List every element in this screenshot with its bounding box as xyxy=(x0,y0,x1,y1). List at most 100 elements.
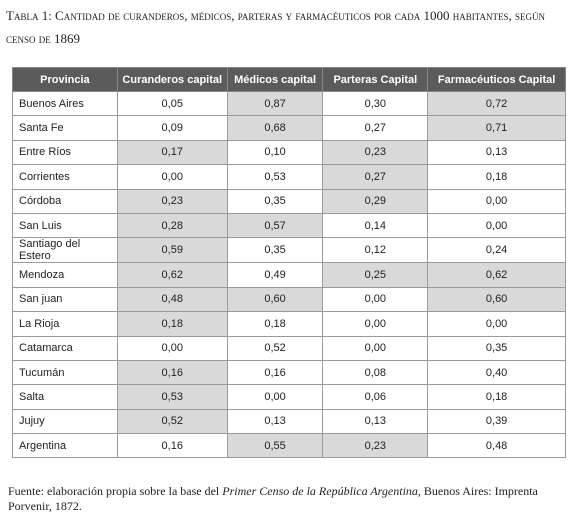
cell: 0,23 xyxy=(322,433,429,459)
cell: 0,48 xyxy=(116,286,228,313)
row-label: Buenos Aires xyxy=(12,90,118,117)
cell: 0,62 xyxy=(116,262,228,288)
cell: 0,59 xyxy=(116,237,228,264)
cell: 0,40 xyxy=(427,359,566,386)
cell: 0,30 xyxy=(322,90,429,117)
column-header: Médicos capital xyxy=(226,67,324,92)
row-label: Córdoba xyxy=(12,188,118,214)
cell: 0,18 xyxy=(226,311,324,337)
cell: 0,27 xyxy=(322,164,429,190)
cell: 0,53 xyxy=(116,384,228,410)
cell: 0,24 xyxy=(427,237,566,264)
cell: 0,62 xyxy=(427,262,566,288)
cell: 0,71 xyxy=(427,115,566,141)
cell: 0,09 xyxy=(116,115,228,141)
row-label: San Luis xyxy=(12,212,118,239)
data-table: Provincia Curanderos capital Médicos capit… xyxy=(12,67,566,459)
column-header: Curanderos capital xyxy=(116,67,228,92)
row-label: Mendoza xyxy=(12,262,118,288)
cell: 0,60 xyxy=(427,286,566,313)
table-row: Entre Ríos 0,17 0,10 0,23 0,13 xyxy=(12,139,566,166)
row-label: Argentina xyxy=(12,433,118,459)
row-label: Catamarca xyxy=(12,335,118,361)
cell: 0,13 xyxy=(322,408,429,435)
cell: 0,00 xyxy=(116,335,228,361)
column-header: Farmacéuticos Capital xyxy=(427,67,566,92)
cell: 0,18 xyxy=(427,384,566,410)
cell: 0,35 xyxy=(427,335,566,361)
cell: 0,00 xyxy=(427,212,566,239)
cell: 0,27 xyxy=(322,115,429,141)
cell: 0,23 xyxy=(116,188,228,214)
cell: 0,10 xyxy=(226,139,324,166)
table-row: La Rioja 0,18 0,18 0,00 0,00 xyxy=(12,311,566,337)
row-label: Entre Ríos xyxy=(12,139,118,166)
cell: 0,53 xyxy=(226,164,324,190)
cell: 0,00 xyxy=(322,311,429,337)
table-title: Tabla 1: Cantidad de curanderos, médicos… xyxy=(6,8,545,46)
column-header: Provincia xyxy=(12,67,118,92)
cell: 0,18 xyxy=(427,164,566,190)
cell: 0,29 xyxy=(322,188,429,214)
row-label: La Rioja xyxy=(12,311,118,337)
table-row: Tucumán 0,16 0,16 0,08 0,40 xyxy=(12,359,566,386)
table-row: Santa Fe 0,09 0,68 0,27 0,71 xyxy=(12,115,566,141)
cell: 0,16 xyxy=(116,359,228,386)
cell: 0,57 xyxy=(226,212,324,239)
table-row: Argentina 0,16 0,55 0,23 0,48 xyxy=(12,433,566,459)
table-row: Jujuy 0,52 0,13 0,13 0,39 xyxy=(12,408,566,435)
cell: 0,00 xyxy=(322,335,429,361)
cell: 0,52 xyxy=(226,335,324,361)
row-label: Corrientes xyxy=(12,164,118,190)
cell: 0,87 xyxy=(226,90,324,117)
cell: 0,23 xyxy=(322,139,429,166)
column-header: Parteras Capital xyxy=(322,67,429,92)
cell: 0,00 xyxy=(226,384,324,410)
row-label: Tucumán xyxy=(12,359,118,386)
cell: 0,08 xyxy=(322,359,429,386)
cell: 0,72 xyxy=(427,90,566,117)
table-body: Buenos Aires 0,05 0,87 0,30 0,72 Santa Fe 0,09… xyxy=(12,90,566,459)
table-row: Mendoza 0,62 0,49 0,25 0,62 xyxy=(12,262,566,288)
source-note: Fuente: elaboración propia sobre la base… xyxy=(8,484,568,514)
table-row: Corrientes 0,00 0,53 0,27 0,18 xyxy=(12,164,566,190)
cell: 0,48 xyxy=(427,433,566,459)
cell: 0,16 xyxy=(226,359,324,386)
row-label: San juan xyxy=(12,286,118,313)
cell: 0,39 xyxy=(427,408,566,435)
cell: 0,18 xyxy=(116,311,228,337)
cell: 0,35 xyxy=(226,188,324,214)
cell: 0,06 xyxy=(322,384,429,410)
row-label: Salta xyxy=(12,384,118,410)
cell: 0,55 xyxy=(226,433,324,459)
table-row: Buenos Aires 0,05 0,87 0,30 0,72 xyxy=(12,90,566,117)
cell: 0,25 xyxy=(322,262,429,288)
row-label: Santa Fe xyxy=(12,115,118,141)
cell: 0,60 xyxy=(226,286,324,313)
table-row: Santiago del Estero 0,59 0,35 0,12 0,24 xyxy=(12,237,566,264)
cell: 0,68 xyxy=(226,115,324,141)
cell: 0,49 xyxy=(226,262,324,288)
table-row: San Luis 0,28 0,57 0,14 0,00 xyxy=(12,212,566,239)
header-row: Provincia Curanderos capital Médicos capit… xyxy=(12,67,566,92)
cell: 0,00 xyxy=(322,286,429,313)
cell: 0,00 xyxy=(427,311,566,337)
cell: 0,52 xyxy=(116,408,228,435)
cell: 0,12 xyxy=(322,237,429,264)
row-label: Jujuy xyxy=(12,408,118,435)
cell: 0,28 xyxy=(116,212,228,239)
cell: 0,17 xyxy=(116,139,228,166)
table-row: Catamarca 0,00 0,52 0,00 0,35 xyxy=(12,335,566,361)
cell: 0,05 xyxy=(116,90,228,117)
cell: 0,00 xyxy=(116,164,228,190)
cell: 0,16 xyxy=(116,433,228,459)
table-row: Córdoba 0,23 0,35 0,29 0,00 xyxy=(12,188,566,214)
cell: 0,14 xyxy=(322,212,429,239)
table-row: Salta 0,53 0,00 0,06 0,18 xyxy=(12,384,566,410)
cell: 0,00 xyxy=(427,188,566,214)
source-text: , Buenos Aires: Imprenta Porvenir, 1872. xyxy=(8,484,538,513)
source-text: Fuente: elaboración propia sobre la base… xyxy=(8,484,223,498)
source-italic: Primer Censo de la República Argentina xyxy=(222,484,418,498)
row-label: Santiago del Estero xyxy=(12,237,118,264)
